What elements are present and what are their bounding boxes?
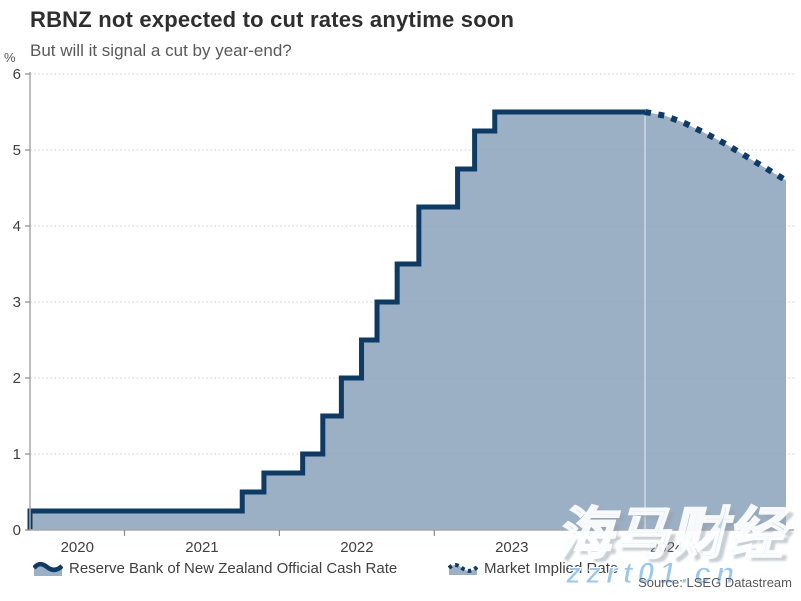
chart-subtitle: But will it signal a cut by year-end? [30,41,292,60]
x-tick-label: 2024 [650,539,683,556]
x-tick-label: 2023 [495,539,528,556]
legend-label-official-cash-rate: Reserve Bank of New Zealand Official Cas… [69,559,398,577]
rates-step-chart: 0 1 2 3 4 5 6 2020 2021 2022 2023 2024 [13,66,794,556]
cash-rate-area-fill [30,112,786,530]
official-cash-rate-step-line [27,109,646,530]
y-tick-label: 6 [13,66,21,83]
y-tick-label: 5 [13,142,21,159]
x-tick-label: 2021 [185,539,218,556]
x-tick-label: 2022 [340,539,373,556]
watermark-chinese-text: 海马财经 [555,501,784,566]
y-tick-label: 3 [13,294,21,311]
area-series-icon [33,561,63,576]
legend-item-official-cash-rate: Reserve Bank of New Zealand Official Cas… [33,559,397,577]
y-axis-unit-label: % [4,50,16,65]
dotted-series-icon [448,563,478,575]
legend-item-market-implied-rate: Market Implied Rate [448,559,618,577]
y-tick-label: 1 [13,446,21,463]
y-tick-label: 2 [13,370,21,387]
legend-label-market-implied-rate: Market Implied Rate [484,559,619,577]
source-attribution: Source: LSEG Datastream [638,575,792,590]
legend: Reserve Bank of New Zealand Official Cas… [0,559,801,581]
chart-title: RBNZ not expected to cut rates anytime s… [30,7,515,32]
y-tick-label: 4 [13,218,21,235]
watermark-url-text: zzrt01.cn [565,557,740,591]
y-tick-label: 0 [13,522,21,539]
x-tick-label: 2020 [61,539,94,556]
